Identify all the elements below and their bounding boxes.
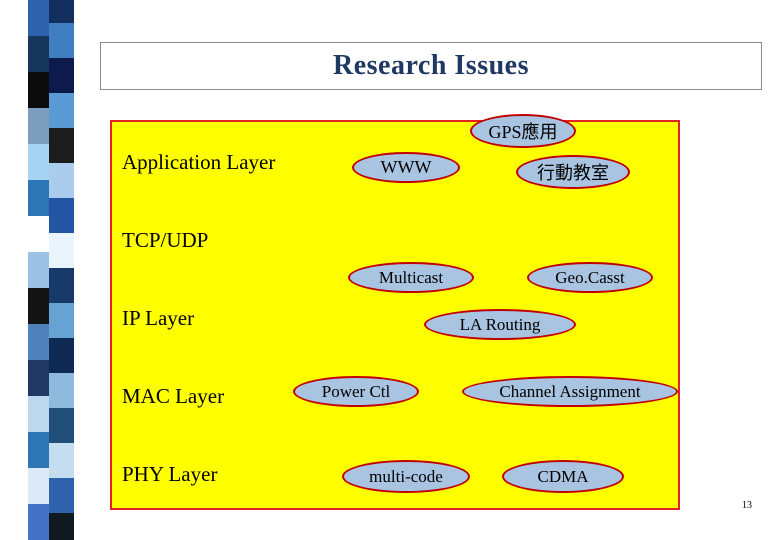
strip-block xyxy=(49,93,74,128)
layer-label-tcp-udp: TCP/UDP xyxy=(122,228,209,252)
strip-block xyxy=(49,303,74,338)
strip-block xyxy=(49,478,74,513)
oval-www: WWW xyxy=(352,152,460,183)
oval-la-routing: LA Routing xyxy=(424,309,576,340)
strip-block xyxy=(49,23,74,58)
oval-channel-assignment: Channel Assignment xyxy=(462,376,678,407)
slide-title: Research Issues xyxy=(333,50,529,81)
slide-title-box: Research Issues xyxy=(100,42,762,90)
strip-column-right xyxy=(49,0,74,540)
strip-block xyxy=(49,163,74,198)
strip-block xyxy=(49,128,74,163)
layer-label-application: Application Layer xyxy=(122,150,276,174)
strip-block xyxy=(49,268,74,303)
strip-block xyxy=(49,338,74,373)
strip-block xyxy=(49,198,74,233)
strip-block xyxy=(49,408,74,443)
oval-multicast: Multicast xyxy=(348,262,474,293)
oval-gps-application: GPS應用 xyxy=(470,114,576,148)
strip-block xyxy=(49,443,74,478)
oval-geocast: Geo.Casst xyxy=(527,262,653,293)
strip-block xyxy=(49,58,74,93)
oval-power-control: Power Ctl xyxy=(293,376,419,407)
layer-label-mac: MAC Layer xyxy=(122,384,225,408)
strip-block xyxy=(49,513,74,540)
oval-cdma: CDMA xyxy=(502,460,624,493)
strip-block xyxy=(49,373,74,408)
strip-block xyxy=(49,233,74,268)
layer-label-ip: IP Layer xyxy=(122,306,195,330)
oval-mobile-classroom: 行動教室 xyxy=(516,155,630,189)
layer-label-phy: PHY Layer xyxy=(122,462,218,486)
oval-multi-code: multi-code xyxy=(342,460,470,493)
strip-block xyxy=(49,0,74,23)
page-number: 13 xyxy=(742,500,752,511)
